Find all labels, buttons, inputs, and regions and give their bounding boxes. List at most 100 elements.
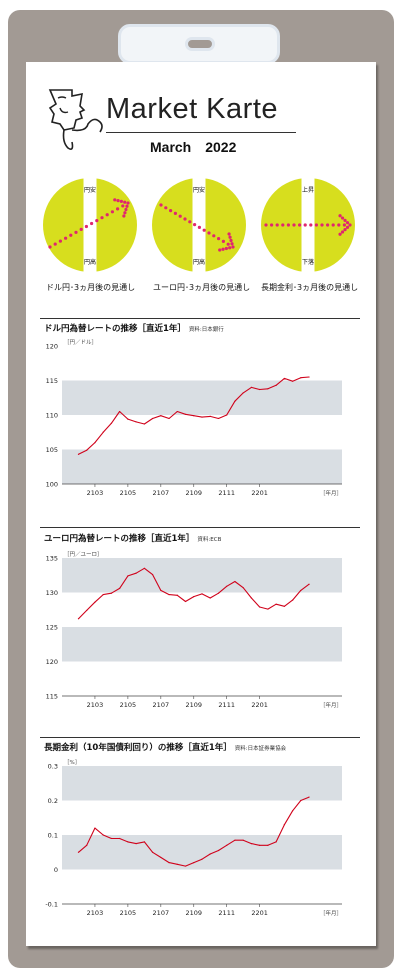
outlook-arrow-dot [48, 245, 52, 249]
y-tick-label: 135 [46, 555, 58, 563]
outlook-arrow-dot [226, 242, 230, 246]
data-point [267, 844, 269, 846]
data-point [259, 606, 261, 608]
outlook-caption-rates: 長期金利･3ヵ月後の見通し [261, 283, 359, 292]
chart-band [62, 835, 342, 870]
x-tick-label: 2107 [153, 909, 170, 917]
data-point [110, 837, 113, 840]
data-point [300, 589, 302, 592]
outlook-arrow-dot [337, 223, 341, 227]
data-point [127, 418, 129, 420]
data-point [77, 618, 80, 620]
y-tick-label: -0.1 [45, 901, 58, 909]
outlook-arrowhead-dot [221, 247, 225, 251]
data-point [291, 599, 294, 601]
y-tick-label: 115 [46, 377, 58, 385]
outlook-arrowhead-dot [116, 199, 120, 203]
outlook-arrowhead-dot [227, 232, 231, 236]
outlook-arrow-dot [298, 223, 302, 227]
data-point [193, 596, 195, 598]
chart3-source: 資料:日本証券業協会 [234, 746, 287, 752]
outlook-arrowhead-dot [228, 235, 232, 239]
outlook-arrowhead-dot [340, 230, 345, 234]
data-point [308, 583, 310, 585]
outlook-arrow-dot [100, 216, 104, 220]
face-logo-icon [48, 89, 103, 150]
unit-label: ［円／ユーロ］ [64, 551, 103, 558]
outlook-arrow-dot [84, 224, 88, 229]
data-point [226, 585, 228, 587]
data-point [184, 413, 187, 415]
data-point [201, 416, 203, 418]
y-tick-label: 0 [54, 866, 58, 874]
data-point [135, 421, 137, 423]
data-point [86, 449, 88, 451]
outlook-arrowhead-dot [124, 207, 128, 212]
data-point [259, 388, 261, 391]
x-tick-label: 2109 [185, 489, 202, 497]
outlook-arrow-dot [309, 223, 313, 227]
outlook-arrowhead-dot [345, 225, 350, 229]
title-divider [106, 132, 296, 133]
x-tick-label: 2105 [120, 701, 137, 709]
outlook-arrow-dot [110, 210, 114, 214]
data-point [217, 592, 220, 594]
outlook-arrow-dot [202, 228, 206, 232]
data-point [217, 417, 220, 420]
data-point [209, 415, 211, 417]
data-point [143, 567, 145, 569]
data-point [226, 414, 228, 416]
data-point [135, 572, 137, 574]
data-point [102, 834, 104, 836]
data-point [226, 844, 228, 846]
x-tick-label: 2103 [87, 489, 104, 497]
chart2-title-text: ユーロ円為替レートの推移［直近1年］ [44, 534, 195, 544]
x-tick-label: 2105 [120, 909, 137, 917]
outlook-arrowhead-dot [228, 246, 232, 250]
data-point [209, 597, 211, 599]
data-point [242, 392, 244, 394]
outlook-arrow-dot [197, 225, 201, 229]
outlook-arrowhead-dot [224, 246, 228, 251]
page-title: Market Karte [106, 93, 278, 125]
outlook-arrow-dot [331, 223, 335, 227]
section-rule-3 [40, 737, 360, 738]
outlook-arrow-dot [105, 213, 109, 217]
outlook-caption-eurjpy: ユーロ円･3ヵ月後の見通し [153, 283, 251, 292]
outlook-arrow-dot [116, 207, 120, 211]
outlook-arrow-dot [90, 221, 94, 226]
outlook-arrowhead-dot [218, 248, 222, 252]
data-point [168, 593, 170, 596]
x-tick-label: 2103 [87, 909, 104, 917]
section-rule-1 [40, 318, 360, 319]
data-point [242, 587, 244, 589]
outlook-bottom-label-1: 円高 [193, 258, 205, 266]
outlook-arrowhead-dot [338, 232, 342, 236]
data-point [102, 593, 104, 596]
outlook-scale-bar-0 [83, 178, 97, 272]
data-point [184, 865, 187, 867]
data-point [300, 377, 302, 379]
data-point [143, 423, 145, 425]
outlook-arrow-dot [342, 223, 346, 227]
x-tick-label: 2103 [87, 701, 104, 709]
outlook-bottom-label-2: 下落 [302, 258, 314, 266]
y-tick-label: 120 [46, 343, 58, 351]
outlook-arrow-dot [74, 230, 78, 234]
x-unit-label: ［年月］ [320, 909, 342, 917]
y-tick-label: 100 [46, 481, 58, 489]
outlook-arrow-dot [286, 223, 290, 227]
clipboard-clip [118, 24, 280, 64]
outlook-scale-bar-2 [301, 178, 315, 272]
data-point [193, 415, 195, 417]
jgb-yield-line-chart: 0.3 0.2 0.1 0 -0.1 ［%］ 2103 2105 2107 2109 2111 220… [45, 759, 342, 917]
outlook-arrow-dot [121, 204, 125, 208]
data-point [94, 601, 96, 603]
outlook-arrow-dot [207, 231, 211, 235]
data-point [77, 453, 80, 455]
outlook-arrowhead-dot [123, 200, 127, 204]
data-point [308, 376, 310, 378]
outlook-arrowhead-dot [123, 211, 127, 215]
outlook-arrow-dot [264, 223, 268, 227]
